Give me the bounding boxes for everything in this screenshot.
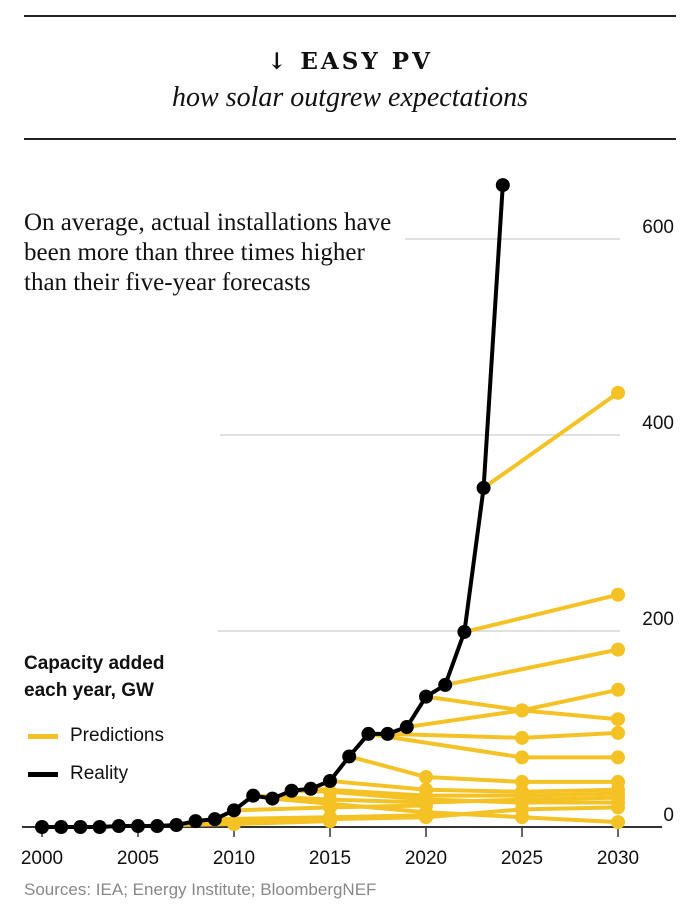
prediction-line (272, 796, 619, 825)
y-tick-label: 0 (663, 805, 674, 826)
reality-point (438, 677, 453, 692)
predictions-swatch (28, 733, 58, 739)
prediction-line (444, 647, 619, 687)
prediction-point (611, 774, 625, 789)
prediction-point (515, 774, 529, 789)
prediction-point (611, 725, 625, 740)
header-bottom-rule (24, 138, 676, 140)
prediction-point (515, 810, 529, 825)
reality-point (246, 788, 261, 803)
reality-point (342, 749, 357, 764)
reality-point (92, 820, 107, 834)
reality-point (111, 819, 126, 834)
legend-item-predictions: Predictions (28, 725, 164, 747)
legend-title-line2: each year, GW (24, 680, 154, 701)
prediction-point (515, 750, 529, 765)
reality-point (476, 480, 491, 495)
prediction-point (611, 642, 625, 657)
prediction-line (387, 730, 619, 740)
prediction-point (419, 782, 433, 797)
x-tick-label: 2000 (21, 848, 63, 869)
reality-point (207, 812, 222, 827)
legend-label: Predictions (70, 725, 164, 746)
reality-point (169, 818, 184, 833)
legend-item-reality: Reality (28, 763, 128, 785)
reality-point (265, 791, 280, 806)
x-tick-label: 2020 (405, 848, 447, 869)
y-tick-label: 600 (642, 217, 674, 238)
prediction-point (515, 730, 529, 745)
reality-point (54, 820, 69, 834)
prediction-point (611, 682, 625, 697)
reality-point (227, 803, 241, 818)
reality-point (35, 820, 49, 834)
prediction-point (611, 815, 625, 830)
legend-title-line1: Capacity added (24, 653, 165, 674)
reality-point (73, 820, 88, 834)
prediction-point (515, 703, 529, 718)
source-note: Sources: IEA; Energy Institute; Bloomber… (24, 880, 377, 899)
x-tick-label: 2030 (597, 848, 639, 869)
prediction-line (348, 754, 618, 784)
prediction-line (482, 391, 620, 490)
y-tick-label: 400 (642, 413, 674, 434)
y-tick-label: 200 (642, 609, 674, 630)
prediction-point (323, 810, 337, 825)
prediction-point (611, 750, 625, 765)
x-tick-label: 2015 (309, 848, 351, 869)
reality-point (284, 783, 299, 798)
x-tick-label: 2005 (117, 848, 159, 869)
prediction-point (515, 784, 529, 799)
annotation: On average, actual installations have be… (24, 209, 392, 296)
legend-label: Reality (70, 763, 129, 784)
reality-point (380, 726, 395, 741)
title-text: EASY PV (300, 48, 433, 75)
prediction-line (310, 786, 619, 798)
prediction-point (611, 385, 625, 400)
reality-point (323, 773, 337, 788)
x-tick-label: 2025 (501, 848, 543, 869)
chart-title: ↓ EASY PV (0, 48, 700, 75)
reality-swatch (28, 771, 58, 777)
reality-point (495, 178, 510, 193)
reality-point (419, 689, 433, 704)
prediction-point (419, 805, 433, 820)
reality-point (188, 814, 203, 829)
reality-point (303, 781, 318, 796)
prediction-line (329, 778, 619, 794)
legend-title: Capacity added each year, GW (24, 650, 164, 704)
prediction-line (463, 592, 619, 634)
prediction-point (611, 712, 625, 727)
reality-point (457, 624, 472, 639)
prediction-point (611, 587, 625, 602)
reality-point (361, 726, 376, 741)
reality-point (399, 720, 414, 735)
arrow-down-icon: ↓ (267, 48, 290, 75)
chart-subtitle: how solar outgrew expectations (172, 82, 528, 113)
x-tick-label: 2010 (213, 848, 255, 869)
top-rule (24, 15, 676, 17)
reality-point (131, 819, 145, 834)
prediction-point (419, 770, 433, 785)
reality-point (150, 819, 165, 834)
